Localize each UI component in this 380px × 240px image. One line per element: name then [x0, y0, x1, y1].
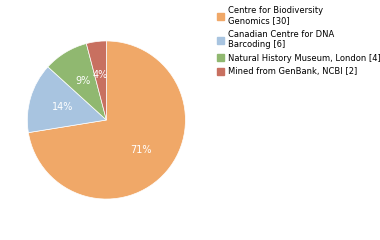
- Text: 14%: 14%: [52, 102, 73, 112]
- Wedge shape: [48, 43, 106, 120]
- Text: 71%: 71%: [131, 145, 152, 155]
- Wedge shape: [27, 67, 106, 133]
- Wedge shape: [86, 41, 106, 120]
- Wedge shape: [28, 41, 185, 199]
- Text: 9%: 9%: [75, 76, 90, 86]
- Legend: Centre for Biodiversity
Genomics [30], Canadian Centre for DNA
Barcoding [6], Na: Centre for Biodiversity Genomics [30], C…: [215, 4, 380, 78]
- Text: 4%: 4%: [93, 70, 108, 79]
